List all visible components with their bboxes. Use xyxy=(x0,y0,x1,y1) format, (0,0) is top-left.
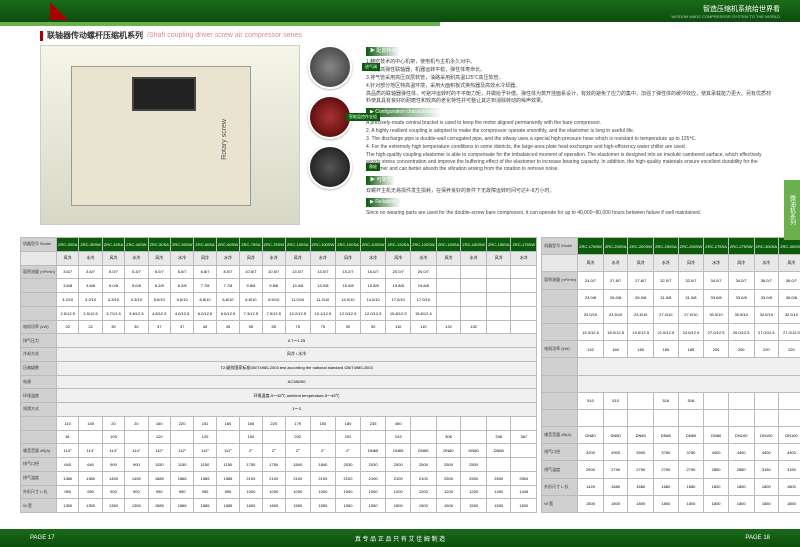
spec-table-right: 机器型号 ModelZRC-175SWZRC-200SAZRC-200SWZRC… xyxy=(541,237,800,513)
footer-slogan: 真 专 品 正 品 只 有 艾 佳 姆 制 造 xyxy=(355,534,445,543)
circle-3: 角轮 xyxy=(308,145,352,189)
feat-hdr-cn: ▶ 配置特点 xyxy=(366,47,400,56)
page-left: PAGE 17 xyxy=(30,535,55,541)
machine-render xyxy=(71,66,251,206)
top-bar: 智造压缩机系统给世界看 WISDOM MADE COMPRESSOR SYSTE… xyxy=(0,0,800,22)
spec-table-left: 机器型号 ModelZRC-30SAZRC-30SWZRC-40SAZRC-40… xyxy=(20,237,537,513)
top-cn: 智造压缩机系统给世界看 xyxy=(671,4,780,14)
circle-1: 进气阀 xyxy=(308,45,352,89)
description: ▶ 配置特点 1.精密技术的中心机架，使电机与主机永久对中。 2.采用高弹性联轴… xyxy=(366,45,780,235)
title-accent xyxy=(40,31,43,41)
title-row: 联轴器传动螺杆压缩机系列 /Shaft coupling driver scre… xyxy=(0,26,800,45)
rel-hdr-en: ▶ Reliability xyxy=(366,198,401,207)
side-tab: 微油机系列 xyxy=(784,180,800,240)
page-right: PAGE 18 xyxy=(745,535,770,541)
footer: PAGE 17 真 专 品 正 品 只 有 艾 佳 姆 制 造 PAGE 18 xyxy=(0,529,800,547)
spec-tables: 机器型号 ModelZRC-30SAZRC-30SWZRC-40SAZRC-40… xyxy=(0,235,800,515)
product-image xyxy=(40,45,300,225)
top-slogan: 智造压缩机系统给世界看 WISDOM MADE COMPRESSOR SYSTE… xyxy=(671,4,780,19)
title-en: /Shaft coupling driver screw air compres… xyxy=(147,32,302,39)
rel-hdr-cn: ▶ 可靠性 xyxy=(366,176,395,185)
detail-circles: 进气阀 智能监控作业组 角轮 xyxy=(308,45,358,235)
title-cn: 联轴器传动螺杆压缩机系列 xyxy=(47,30,143,41)
circle-2: 智能监控作业组 xyxy=(308,95,352,139)
top-en: WISDOM MADE COMPRESSOR SYSTEM TO THE WOR… xyxy=(671,14,780,19)
logo-triangle xyxy=(50,2,68,20)
